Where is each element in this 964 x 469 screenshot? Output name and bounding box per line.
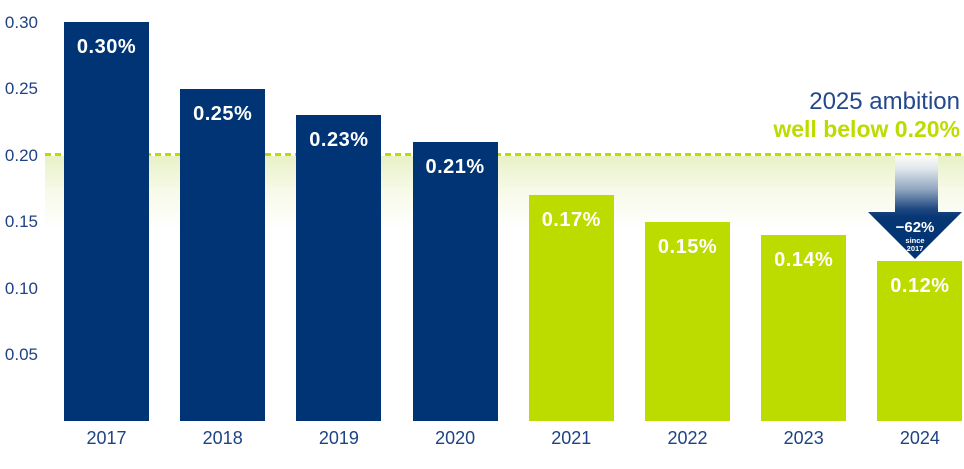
y-axis-tick-0.30: 0.30 bbox=[4, 12, 38, 32]
ambition-target: well below 0.20% bbox=[773, 116, 960, 143]
target-dashed-line bbox=[45, 153, 964, 156]
bar-value-label-2024: 0.12% bbox=[890, 275, 950, 298]
x-axis-label-2018: 2018 bbox=[202, 428, 243, 448]
bar-value-label-2023: 0.14% bbox=[774, 248, 834, 271]
x-axis-label-2020: 2020 bbox=[435, 428, 476, 448]
bar-value-label-2020: 0.21% bbox=[425, 155, 485, 178]
arrow-value-label: −62% bbox=[896, 219, 935, 236]
bar-2019 bbox=[296, 115, 382, 421]
y-axis-tick-0.20: 0.20 bbox=[4, 145, 38, 165]
ambition-title: 2025 ambition bbox=[809, 88, 960, 115]
bar-value-label-2022: 0.15% bbox=[657, 235, 718, 258]
bar-2021 bbox=[528, 194, 614, 421]
x-axis-label-2024: 2024 bbox=[899, 428, 940, 448]
bar-2017 bbox=[64, 22, 149, 421]
reduction-arrow: −62% since 2017 bbox=[868, 155, 962, 259]
bar-value-label-2019: 0.23% bbox=[309, 129, 369, 152]
arrow-since-year: 2017 bbox=[907, 244, 924, 253]
bar-2024 bbox=[877, 261, 963, 421]
x-axis-label-2017: 2017 bbox=[86, 428, 127, 448]
bar-value-label-2018: 0.25% bbox=[193, 102, 253, 125]
y-axis-tick-0.25: 0.25 bbox=[4, 79, 38, 98]
bar-2018 bbox=[180, 88, 266, 421]
x-axis-label-2023: 2023 bbox=[783, 428, 824, 448]
ambition-annotation: 2025 ambition well below 0.20% bbox=[773, 88, 960, 143]
arrow-since-word: since bbox=[905, 236, 924, 245]
x-axis-label-2022: 2022 bbox=[667, 428, 708, 448]
x-axis-label-2019: 2019 bbox=[318, 428, 359, 448]
arrow-shape bbox=[868, 155, 962, 259]
y-axis-tick-0.05: 0.05 bbox=[4, 345, 38, 364]
bar-value-label-2017: 0.30% bbox=[76, 36, 137, 58]
bar-value-label-2021: 0.17% bbox=[541, 208, 601, 231]
y-axis-tick-0.15: 0.15 bbox=[4, 212, 38, 231]
y-axis-tick-0.10: 0.10 bbox=[4, 278, 38, 298]
bar-2022 bbox=[645, 221, 730, 421]
x-axis-label-2021: 2021 bbox=[551, 428, 592, 448]
bar-2020 bbox=[412, 141, 498, 421]
bar-2023 bbox=[761, 234, 847, 421]
